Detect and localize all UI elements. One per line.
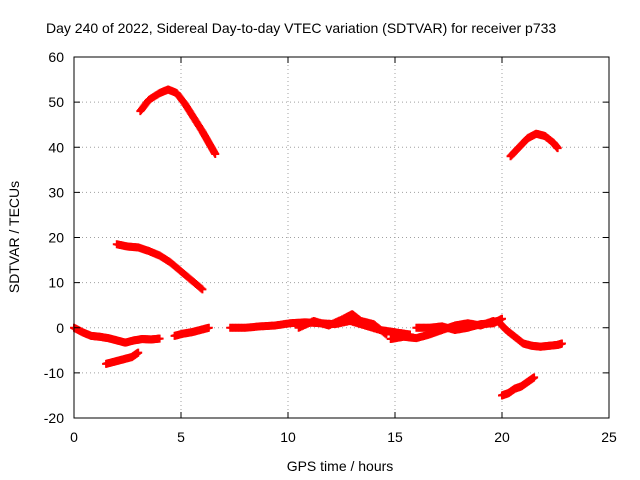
y-tick-label: 10 <box>48 275 64 291</box>
y-tick-label: -10 <box>44 365 64 381</box>
data-points <box>70 85 566 400</box>
series-arc-4 <box>102 348 143 368</box>
y-tick-label: 20 <box>48 230 64 246</box>
series-arc-10 <box>485 316 566 351</box>
series-arc-5 <box>170 323 213 340</box>
data-point <box>204 323 213 332</box>
data-point <box>134 348 143 357</box>
data-point <box>382 330 391 339</box>
series-arc-3 <box>70 323 164 347</box>
y-tick-label: 40 <box>48 139 64 155</box>
x-tick-label: 25 <box>601 429 617 445</box>
y-tick-label: 0 <box>56 320 64 336</box>
series-arc-7 <box>294 310 391 339</box>
y-tick-label: 60 <box>48 49 64 65</box>
data-point <box>381 329 390 338</box>
x-tick-label: 0 <box>70 429 78 445</box>
y-tick-label: 50 <box>48 94 64 110</box>
data-point <box>155 334 164 343</box>
series-arc-1 <box>136 85 220 159</box>
y-tick-label: -20 <box>44 410 64 426</box>
series-arc-2 <box>112 240 207 294</box>
axes: 0 5 10 15 20 25 -20 -10 0 10 20 30 40 50 60 <box>44 49 617 445</box>
x-tick-label: 20 <box>494 429 510 445</box>
x-axis-label: GPS time / hours <box>287 458 394 474</box>
grid-lines <box>74 57 609 418</box>
x-tick-label: 5 <box>177 429 185 445</box>
data-point <box>198 285 207 294</box>
data-point <box>530 373 539 382</box>
data-point <box>557 339 566 348</box>
x-tick-label: 10 <box>280 429 296 445</box>
series-arc-12 <box>506 129 562 161</box>
x-tick-label: 15 <box>387 429 403 445</box>
series-arc-11 <box>498 373 539 400</box>
data-point <box>211 150 220 159</box>
y-tick-label: 30 <box>48 184 64 200</box>
y-axis-label: SDTVAR / TECUs <box>6 181 22 293</box>
chart-title: Day 240 of 2022, Sidereal Day-to-day VTE… <box>46 20 556 36</box>
data-point <box>553 144 562 153</box>
